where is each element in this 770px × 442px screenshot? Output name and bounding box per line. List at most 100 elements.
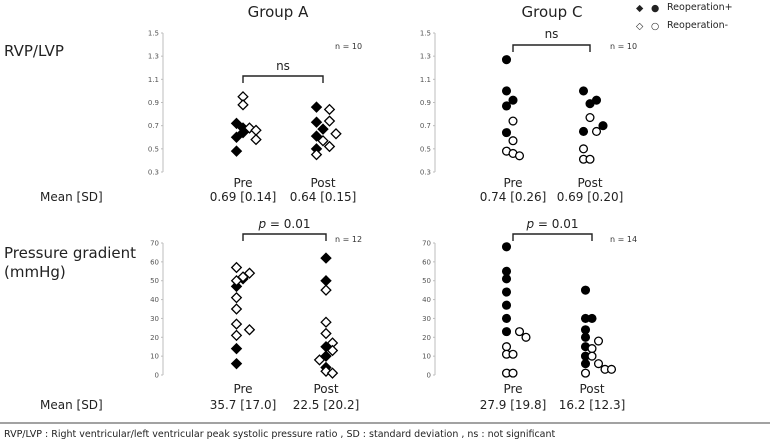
data-point-reoperation-negative xyxy=(326,344,339,357)
data-point-reoperation-negative xyxy=(593,359,604,369)
data-point-reoperation-negative xyxy=(501,342,512,352)
data-point-reoperation-positive xyxy=(230,342,243,355)
data-point-reoperation-negative xyxy=(514,151,525,161)
data-point-reoperation-negative xyxy=(230,274,243,287)
data-point-reoperation-positive xyxy=(501,101,512,111)
mean-sd-value-post: 0.69 [0.20] xyxy=(557,190,624,204)
data-point-reoperation-positive xyxy=(501,266,512,276)
y-tick-label: 1.5 xyxy=(420,30,431,38)
category-label-pre: Pre xyxy=(503,382,522,396)
data-point-reoperation-negative xyxy=(587,344,597,354)
data-point-reoperation-positive xyxy=(585,99,595,109)
y-tick-label: 1.1 xyxy=(420,76,431,84)
data-point-reoperation-positive xyxy=(320,252,332,264)
y-tick-label: 60 xyxy=(150,258,159,266)
data-point-reoperation-positive xyxy=(310,116,323,128)
data-point-reoperation-positive xyxy=(501,86,512,96)
category-label-pre: Pre xyxy=(233,176,252,190)
data-point-reoperation-negative xyxy=(508,368,518,378)
category-label-post: Post xyxy=(577,176,602,190)
data-point-reoperation-positive xyxy=(237,126,249,139)
y-tick-label: 20 xyxy=(150,334,159,342)
data-point-reoperation-positive xyxy=(580,359,591,369)
mean-sd-value-post: 16.2 [12.3] xyxy=(559,398,626,412)
data-point-reoperation-positive xyxy=(501,128,512,138)
data-point-reoperation-negative xyxy=(508,349,518,359)
group-title-a: Group A xyxy=(248,3,309,21)
p-symbol: p xyxy=(257,217,266,231)
y-tick-label: 0.5 xyxy=(148,145,159,153)
data-point-reoperation-negative xyxy=(230,318,243,330)
data-point-reoperation-negative xyxy=(230,261,243,274)
significance-value: = 0.01 xyxy=(266,217,310,231)
data-point-reoperation-negative xyxy=(591,126,602,137)
y-tick-label: 0.3 xyxy=(148,169,159,177)
data-point-reoperation-positive xyxy=(320,350,332,362)
data-point-reoperation-negative xyxy=(230,329,243,342)
y-tick-label: 70 xyxy=(422,240,431,248)
p-symbol: p xyxy=(525,217,534,231)
mean-sd-label-bottom: Mean [SD] xyxy=(40,398,103,412)
y-tick-label: 0 xyxy=(155,372,159,380)
y-tick-label: 10 xyxy=(150,353,159,361)
y-tick-label: 0 xyxy=(427,372,431,380)
data-point-reoperation-negative xyxy=(250,133,262,146)
data-point-reoperation-negative xyxy=(313,354,326,366)
legend-open-label: Reoperation- xyxy=(667,20,728,31)
data-point-reoperation-positive xyxy=(230,357,243,370)
y-tick-label: 50 xyxy=(422,277,431,285)
legend-filled-diamond-icon: ◆ xyxy=(636,3,644,14)
y-tick-label: 70 xyxy=(150,240,159,248)
data-point-reoperation-negative xyxy=(326,367,339,379)
data-point-reoperation-positive xyxy=(501,300,512,310)
row-title-pressure-gradient: Pressure gradient xyxy=(4,244,136,262)
data-point-reoperation-positive xyxy=(230,117,243,130)
data-point-reoperation-positive xyxy=(317,123,329,135)
data-point-reoperation-positive xyxy=(501,313,512,323)
data-point-reoperation-negative xyxy=(585,113,595,123)
category-label-post: Post xyxy=(313,382,338,396)
data-point-reoperation-negative xyxy=(580,368,591,378)
mean-sd-value-pre: 27.9 [19.8] xyxy=(480,398,547,412)
row-title-rvp-lvp: RVP/LVP xyxy=(4,42,64,60)
legend: ◆ ● Reoperation+ ◇ ○ Reoperation- xyxy=(636,2,733,32)
y-tick-label: 1.1 xyxy=(148,76,159,84)
category-label-post: Post xyxy=(310,176,335,190)
category-label-post: Post xyxy=(579,382,604,396)
data-point-reoperation-positive xyxy=(310,101,323,113)
y-tick-label: 0.7 xyxy=(148,122,159,130)
mean-sd-value-pre: 0.69 [0.14] xyxy=(210,190,277,204)
sample-size-label: n = 14 xyxy=(610,235,637,244)
data-point-reoperation-negative xyxy=(320,316,332,328)
data-point-reoperation-negative xyxy=(317,135,329,147)
y-tick-label: 1.3 xyxy=(420,53,431,61)
significance-value: = 0.01 xyxy=(534,217,578,231)
y-tick-label: 0.9 xyxy=(148,99,159,107)
y-tick-label: 1.5 xyxy=(148,30,159,38)
data-point-reoperation-positive xyxy=(501,327,512,337)
data-point-reoperation-negative xyxy=(587,351,597,361)
y-tick-label: 1.3 xyxy=(148,53,159,61)
y-tick-label: 0.9 xyxy=(420,99,431,107)
y-tick-label: 40 xyxy=(422,296,431,304)
data-point-reoperation-positive xyxy=(580,285,591,295)
data-point-reoperation-negative xyxy=(310,148,323,161)
data-point-reoperation-negative xyxy=(323,115,336,127)
y-tick-label: 30 xyxy=(150,315,159,323)
significance-value: ns xyxy=(276,59,290,73)
significance-value: ns xyxy=(545,27,559,41)
data-point-reoperation-positive xyxy=(578,126,589,137)
y-tick-label: 60 xyxy=(422,258,431,266)
data-point-reoperation-negative xyxy=(606,364,617,374)
y-tick-label: 20 xyxy=(422,334,431,342)
sample-size-label: n = 10 xyxy=(335,42,362,51)
legend-open-circle-icon: ○ xyxy=(651,21,659,32)
data-point-reoperation-positive xyxy=(501,274,512,284)
significance-bracket xyxy=(242,75,324,83)
data-point-reoperation-negative xyxy=(330,128,342,140)
significance-bracket xyxy=(242,233,327,241)
data-point-reoperation-negative xyxy=(237,99,249,111)
